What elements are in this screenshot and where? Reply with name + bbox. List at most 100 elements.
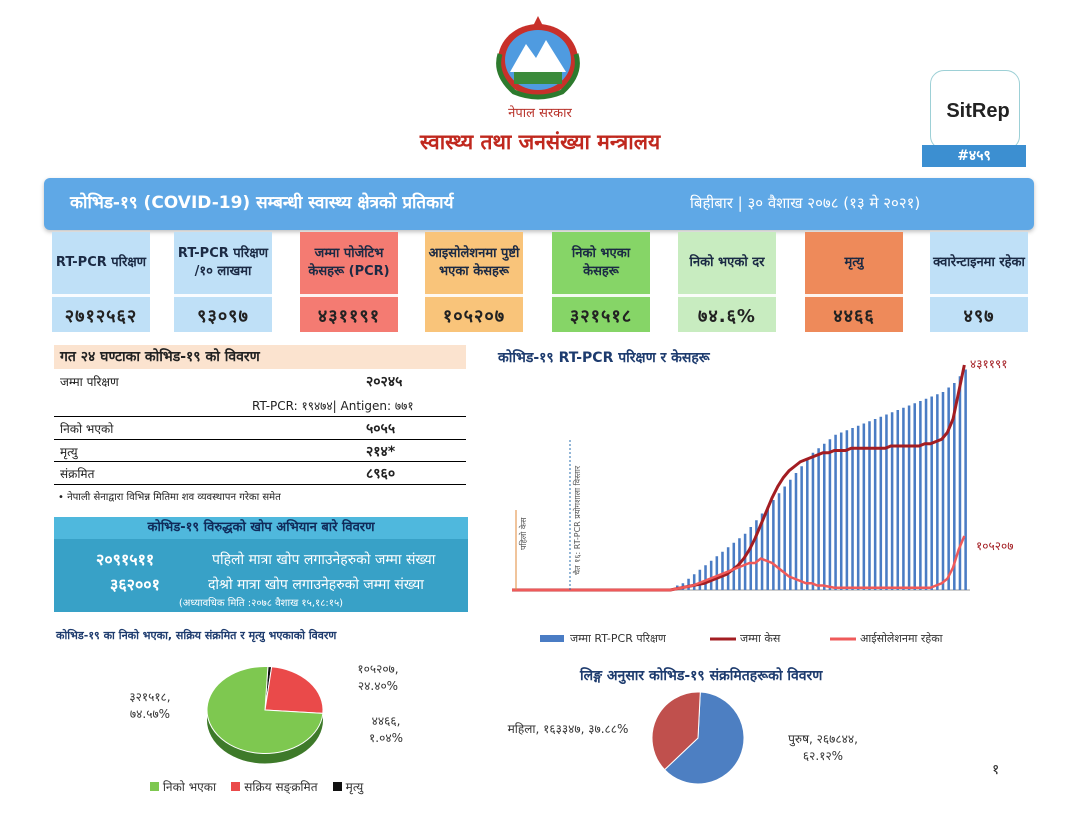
card-value: ७४.६% bbox=[678, 294, 776, 335]
end-label-isolation: १०५२०७ bbox=[976, 539, 1013, 553]
test-breakdown: RT-PCR: १९४७४| Antigen: ७७१ bbox=[252, 399, 414, 413]
test-bar bbox=[845, 430, 849, 590]
government-name: नेपाल सरकार bbox=[508, 106, 572, 121]
pie-label-deaths: ४४६६, १.०४% bbox=[369, 714, 403, 745]
sitrep-badge bbox=[930, 70, 1020, 150]
stat-row-recovered: निको भएको ५०५५ bbox=[54, 418, 466, 440]
test-bar bbox=[930, 396, 933, 590]
legend-recovered: निको भएका bbox=[162, 780, 217, 794]
legend-label: जम्मा RT-PCR परिक्षण bbox=[570, 632, 667, 645]
test-bar bbox=[698, 569, 702, 590]
stat-label: निको भएको bbox=[60, 422, 114, 436]
trend-chart: पहिलो केस चैत १६: RT-PCR प्रयोगशाला विस्त… bbox=[512, 360, 1013, 645]
first-dose-count: २०९१५११ bbox=[96, 550, 155, 569]
test-bar bbox=[936, 394, 939, 590]
test-bar bbox=[953, 383, 956, 590]
card-label: निको भएका केसहरू bbox=[571, 246, 631, 279]
vaccination-title: कोभिड-१९ विरुद्धको खोप अभियान बारे विवरण bbox=[54, 517, 468, 539]
second-dose-text: दोश्रो मात्रा खोप लगाउनेहरुको जम्मा संख्… bbox=[208, 577, 424, 593]
card-value: ४९७ bbox=[930, 294, 1028, 335]
card-label: आइसोलेशनमा पुष्टी भएका केसहरू bbox=[428, 246, 520, 279]
pie-label-female: महिला, १६३३४७, ३७.८८% bbox=[507, 722, 629, 736]
test-bar bbox=[732, 542, 736, 590]
test-bar bbox=[958, 376, 962, 590]
second-dose-count: ३६२००१ bbox=[110, 575, 160, 594]
banner-title: कोभिड-१९ (COVID-19) सम्बन्धी स्वास्थ्य क… bbox=[70, 193, 454, 213]
test-bar bbox=[687, 578, 690, 590]
summary-card: निको भएका केसहरू ३२१५१८ bbox=[552, 232, 650, 332]
test-bar bbox=[873, 419, 877, 590]
test-bar bbox=[868, 421, 871, 590]
card-label: मृत्यु bbox=[844, 255, 864, 270]
summary-card: निको भएको दर ७४.६% bbox=[678, 232, 776, 332]
test-bar bbox=[777, 493, 781, 590]
card-label: क्वारेन्टाइनमा रहेका bbox=[933, 255, 1025, 270]
card-label: RT-PCR परिक्षण /१० लाखमा bbox=[177, 246, 269, 279]
card-label: निको भएको दर bbox=[689, 255, 765, 270]
test-bar bbox=[789, 479, 792, 590]
last24-title: गत २४ घण्टाका कोभिड-१९ को विवरण bbox=[54, 345, 466, 369]
test-bar bbox=[907, 405, 911, 590]
test-bar bbox=[800, 466, 803, 590]
pie-slice bbox=[206, 666, 324, 754]
card-value: ९३०९७ bbox=[174, 294, 272, 335]
test-bar bbox=[806, 459, 809, 590]
test-bar bbox=[692, 574, 696, 590]
pie-slice bbox=[264, 666, 324, 714]
test-bar bbox=[885, 414, 888, 590]
test-bar bbox=[811, 452, 815, 590]
test-bar bbox=[947, 387, 950, 590]
legend-swatch-deaths bbox=[332, 782, 342, 791]
test-bar bbox=[794, 473, 798, 590]
test-bar bbox=[851, 428, 854, 590]
legend-deaths: मृत्यु bbox=[345, 780, 364, 794]
test-bar bbox=[721, 551, 724, 590]
stat-value: ८९६० bbox=[366, 466, 396, 482]
test-bar bbox=[817, 448, 820, 590]
card-value: १०५२०७ bbox=[425, 294, 523, 335]
sitrep-label: SitRep bbox=[946, 100, 1010, 122]
card-label: RT-PCR परिक्षण bbox=[55, 255, 147, 270]
test-bar bbox=[760, 513, 764, 590]
pie-label-recovered: ३२१५१८, ७४.५७% bbox=[129, 690, 171, 721]
test-bar bbox=[902, 407, 905, 590]
stat-value: २१४* bbox=[366, 444, 396, 460]
stat-row-deaths: मृत्यु २१४* bbox=[54, 441, 466, 462]
gender-pie-chart bbox=[651, 691, 745, 785]
summary-card: मृत्यु ४४६६ bbox=[805, 232, 903, 332]
stat-label: जम्मा परिक्षण bbox=[60, 375, 119, 389]
test-bar bbox=[862, 423, 866, 590]
stat-value: २०२४५ bbox=[366, 374, 403, 390]
pie-slice bbox=[651, 691, 701, 771]
vaccination-update-note: (अध्यावधिक मिति :२०७८ वैशाख १५,१८:१५) bbox=[178, 598, 344, 609]
test-bar bbox=[924, 398, 928, 590]
annotation-lab-expansion: चैत १६: RT-PCR प्रयोगशाला विस्तार bbox=[572, 465, 582, 575]
legend-label: आईसोलेशनमा रहेका bbox=[860, 632, 943, 645]
test-bar bbox=[879, 416, 883, 590]
test-bar bbox=[715, 556, 719, 590]
test-bar bbox=[856, 425, 860, 590]
first-dose-text: पहिलो मात्रा खोप लगाउनेहरुको जम्मा संख्य… bbox=[212, 552, 436, 568]
test-bar bbox=[828, 439, 832, 590]
summary-card: आइसोलेशनमा पुष्टी भएका केसहरू १०५२०७ bbox=[425, 232, 523, 332]
legend-label: जम्मा केस bbox=[740, 632, 781, 645]
test-bar bbox=[834, 434, 837, 590]
test-bar bbox=[919, 401, 922, 590]
test-bar bbox=[964, 369, 967, 590]
outcome-legend: निको भएका सक्रिय सङ्क्रमित मृत्यु bbox=[150, 778, 363, 795]
card-value: ४४६६ bbox=[805, 294, 903, 335]
stat-row-infected: संक्रमित ८९६० bbox=[54, 463, 466, 485]
outcome-pie-chart bbox=[206, 666, 324, 764]
stat-value: ५०५५ bbox=[366, 421, 396, 437]
card-label: जम्मा पोजेटिभ केसहरू (PCR) bbox=[308, 246, 390, 279]
trend-chart-title: कोभिड-१९ RT-PCR परिक्षण र केसहरू bbox=[498, 350, 710, 366]
legend-swatch-active bbox=[231, 782, 241, 791]
gender-pie-title: लिङ्ग अनुसार कोभिड-१९ संक्रमितहरूको विवर… bbox=[580, 668, 823, 684]
ministry-name: स्वास्थ्य तथा जनसंख्या मन्त्रालय bbox=[419, 129, 661, 154]
summary-card: RT-PCR परिक्षण /१० लाखमा ९३०९७ bbox=[174, 232, 272, 332]
test-bar bbox=[749, 527, 753, 590]
pie-slice bbox=[663, 691, 745, 785]
pie-label-male: पुरुष, २६७८४४, ६२.१२% bbox=[788, 732, 858, 763]
stat-label: संक्रमित bbox=[60, 467, 95, 481]
test-bar bbox=[783, 486, 786, 590]
